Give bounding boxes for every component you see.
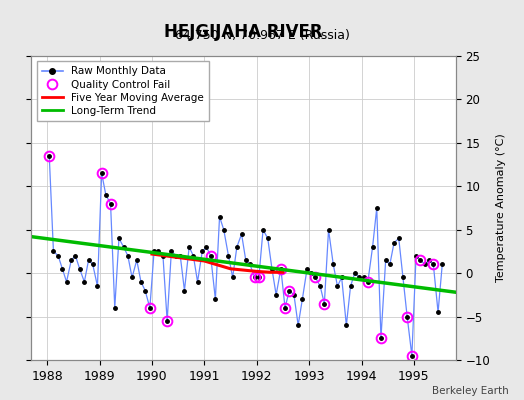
Legend: Raw Monthly Data, Quality Control Fail, Five Year Moving Average, Long-Term Tren: Raw Monthly Data, Quality Control Fail, … — [37, 61, 209, 121]
Text: Berkeley Earth: Berkeley Earth — [432, 386, 508, 396]
Y-axis label: Temperature Anomaly (°C): Temperature Anomaly (°C) — [496, 134, 506, 282]
Text: 64.750 N, 70.967 E (Russia): 64.750 N, 70.967 E (Russia) — [174, 30, 350, 42]
Title: HEJGIJAHA RIVER: HEJGIJAHA RIVER — [165, 22, 323, 40]
